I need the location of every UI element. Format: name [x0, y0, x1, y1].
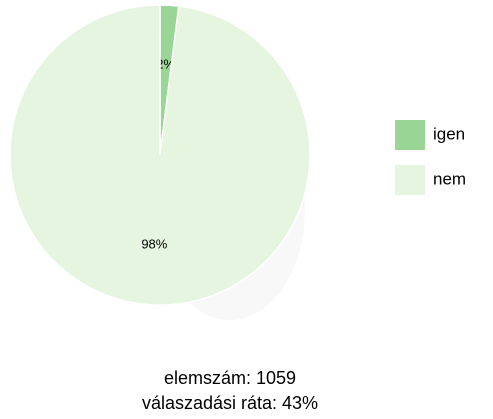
pie-slice: [9, 4, 311, 306]
pie: 2%98%: [9, 4, 311, 306]
legend-swatch: [395, 120, 425, 150]
legend-label: nem: [433, 169, 466, 188]
footer-line: elemszám: 1059: [164, 368, 296, 388]
footer-line: válaszadási ráta: 43%: [142, 393, 318, 413]
slice-label: 98%: [141, 236, 167, 251]
legend-label: igen: [433, 124, 465, 143]
legend-swatch: [395, 165, 425, 195]
